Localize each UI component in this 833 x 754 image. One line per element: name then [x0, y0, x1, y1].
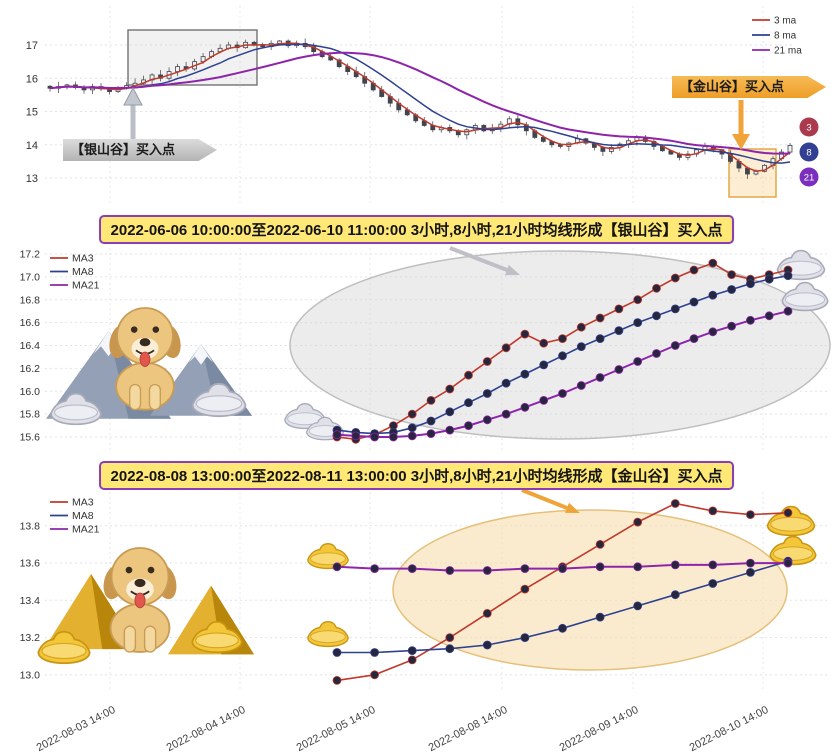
y-axis-tick-label: 16.8: [20, 294, 41, 306]
legend-label: MA3: [72, 497, 94, 509]
y-axis-tick-label: 13.2: [20, 632, 41, 644]
legend-label: 21 ma: [774, 46, 802, 57]
gold-arrow-head-icon: [732, 134, 750, 150]
x-axis-tick-label: 2022-08-08 14:00: [426, 704, 510, 754]
ma-end-badge-label: 8: [806, 148, 811, 159]
ma-end-badge: [799, 167, 819, 187]
gold-ingot-icon: [307, 542, 349, 570]
gold-ingot-icon: [769, 535, 817, 566]
x-axis-tick-label: 2022-08-04 14:00: [164, 704, 248, 754]
silver-valley-region: [127, 29, 258, 86]
legend-label: 8 ma: [774, 31, 797, 42]
x-axis-tick-label: 2022-08-03 14:00: [34, 704, 118, 754]
ma8-markers: [332, 271, 793, 439]
silver-valley-buy-point-label: 【银山谷】买入点: [63, 139, 217, 161]
y-axis-tick-label: 16.6: [20, 317, 41, 329]
ma8-line: [49, 43, 791, 164]
legend-label: MA21: [72, 524, 100, 536]
golden-dog-icon: [99, 547, 181, 653]
y-axis-tick-label: 16: [26, 73, 38, 85]
ma3-line: [49, 42, 791, 172]
silver-ingot-icon: [781, 281, 829, 312]
y-axis-tick-label: 13.4: [20, 595, 41, 607]
gold-valley-buy-point-label: 【金山谷】买入点: [672, 76, 826, 98]
gold-ingot-icon: [307, 620, 349, 648]
y-axis-tick-label: 16.0: [20, 386, 41, 398]
x-axis-tick-label: 2022-08-10 14:00: [687, 704, 771, 754]
ma21-markers: [332, 558, 793, 575]
y-axis-tick-label: 15.8: [20, 409, 41, 421]
y-axis-tick-label: 13.8: [20, 520, 41, 532]
y-axis-tick-label: 17: [26, 40, 38, 52]
silver-valley-title-banner: 2022-06-06 10:00:00至2022-06-10 11:00:00 …: [98, 215, 735, 244]
y-axis-tick-label: 16.4: [20, 340, 41, 352]
ma-end-badge: [799, 142, 819, 162]
legend-label: MA21: [72, 280, 100, 292]
silver-valley-line-chart: 15.615.816.016.216.416.616.817.017.2 MA3M…: [20, 246, 831, 450]
candlestick-chart: 13 14 15 16 17 3 ma 8 ma 21 ma 3 8 21: [26, 6, 819, 206]
y-axis-tick-label: 17.2: [20, 249, 41, 261]
gold-valley-title-banner: 2022-08-08 13:00:00至2022-08-11 13:00:00 …: [98, 461, 735, 490]
y-axis-tick-label: 15: [26, 107, 38, 119]
silver-arrow-head-icon: [123, 86, 143, 106]
y-axis-tick-label: 15.6: [20, 432, 41, 444]
ma21-markers: [332, 306, 793, 442]
ma21-line: [49, 51, 791, 155]
y-axis-tick-label: 17.0: [20, 271, 41, 283]
banner-arrow: [449, 246, 508, 272]
y-axis-tick-label: 13: [26, 173, 38, 185]
banner-arrow-head-icon: [565, 502, 580, 513]
ma-end-badge-label: 21: [804, 173, 815, 184]
legend-label: 3 ma: [774, 16, 797, 27]
legend-label: MA8: [72, 510, 94, 522]
ma-end-badge-label: 3: [806, 123, 811, 134]
x-axis-tick-label: 2022-08-05 14:00: [294, 704, 378, 754]
legend-label: MA3: [72, 253, 94, 265]
y-axis-tick-label: 16.2: [20, 363, 41, 375]
banner-arrow-head-icon: [504, 264, 520, 276]
y-axis-tick-label: 13.0: [20, 669, 41, 681]
gold-valley-region: [728, 148, 777, 198]
valley-highlight-ellipse: [392, 509, 788, 671]
y-axis-tick-label: 14: [26, 140, 38, 152]
legend-label: MA8: [72, 266, 94, 278]
ma-end-badge: [799, 117, 819, 137]
y-axis-tick-label: 13.6: [20, 558, 41, 570]
banner-arrow: [521, 488, 568, 510]
x-axis-tick-label: 2022-08-09 14:00: [557, 704, 641, 754]
ma3-markers: [332, 499, 793, 685]
